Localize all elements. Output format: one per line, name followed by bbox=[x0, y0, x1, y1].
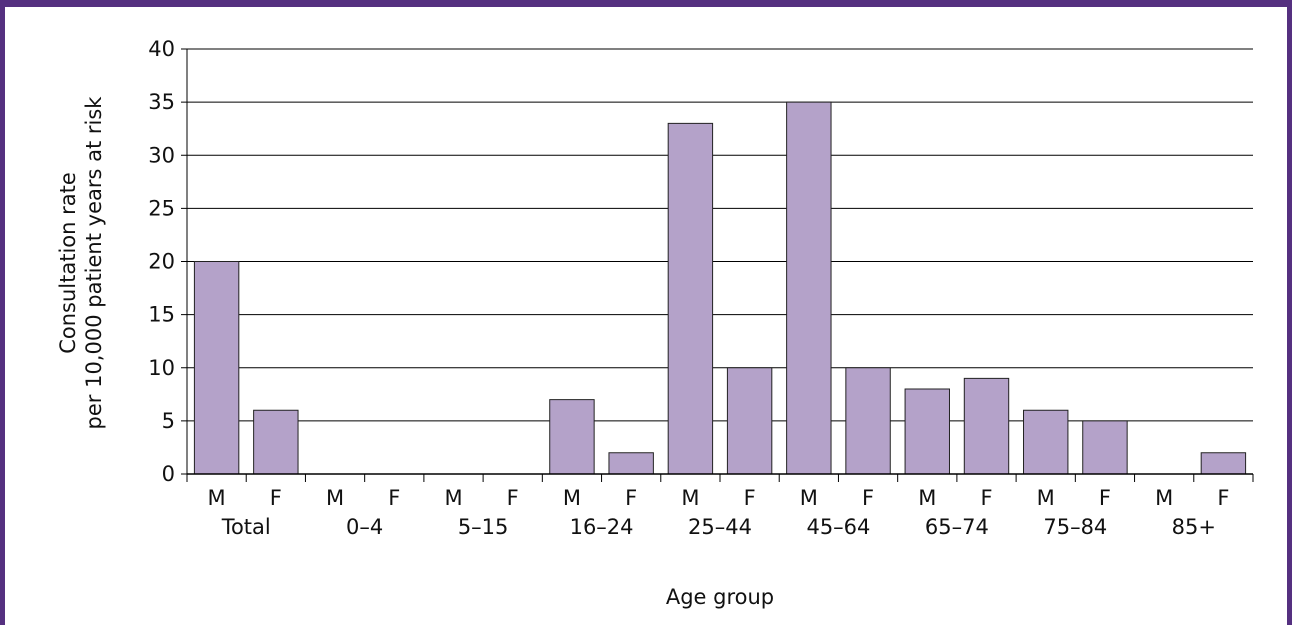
y-tick-label: 35 bbox=[148, 90, 175, 114]
bar bbox=[845, 367, 891, 475]
sex-label: M bbox=[326, 486, 344, 510]
sex-label: M bbox=[1155, 486, 1173, 510]
axes bbox=[181, 48, 1254, 482]
sex-label: F bbox=[980, 486, 992, 510]
sex-label: F bbox=[388, 486, 400, 510]
sex-label: F bbox=[862, 486, 874, 510]
sex-label: M bbox=[444, 486, 462, 510]
sex-label: M bbox=[1037, 486, 1055, 510]
age-group-label: 85+ bbox=[1172, 515, 1216, 539]
age-group-label: 45–64 bbox=[806, 515, 870, 539]
bar bbox=[608, 452, 654, 475]
y-axis-title-line-1: Consultation rate bbox=[56, 172, 80, 354]
sex-label: M bbox=[681, 486, 699, 510]
sex-label: F bbox=[744, 486, 756, 510]
bar bbox=[253, 409, 299, 475]
sex-label: M bbox=[208, 486, 226, 510]
sex-label: F bbox=[507, 486, 519, 510]
sex-label: F bbox=[625, 486, 637, 510]
age-group-label: 65–74 bbox=[925, 515, 989, 539]
bar bbox=[1023, 409, 1069, 475]
y-tick-label: 10 bbox=[148, 356, 175, 380]
bar bbox=[1200, 452, 1247, 475]
y-axis-title-line-2: per 10,000 patient years at risk bbox=[82, 96, 106, 430]
age-group-label: 16–24 bbox=[570, 515, 634, 539]
bar bbox=[726, 367, 773, 475]
gridlines bbox=[187, 48, 1253, 422]
y-tick-label: 5 bbox=[162, 409, 175, 433]
y-tick-label: 40 bbox=[148, 37, 175, 61]
age-group-label: 0–4 bbox=[346, 515, 383, 539]
sex-label: F bbox=[1099, 486, 1111, 510]
y-tick-label: 30 bbox=[148, 143, 175, 167]
tick-labels: 0 5 10 15 20 25 30 35 40 M F M F M F M F M F M F M F M F M F Total 0… bbox=[148, 37, 1229, 539]
sex-label: M bbox=[563, 486, 581, 510]
bar bbox=[549, 399, 595, 475]
bar bbox=[1082, 420, 1128, 475]
sex-label: F bbox=[270, 486, 282, 510]
bar bbox=[904, 388, 950, 475]
age-group-label: 25–44 bbox=[688, 515, 752, 539]
y-tick-label: 20 bbox=[148, 250, 175, 274]
bar bbox=[963, 377, 1010, 475]
age-group-label: 75–84 bbox=[1043, 515, 1107, 539]
bar bbox=[667, 122, 714, 475]
sex-label: M bbox=[918, 486, 936, 510]
bar bbox=[786, 101, 832, 475]
sex-label: M bbox=[800, 486, 818, 510]
age-group-label: 5–15 bbox=[458, 515, 509, 539]
y-tick-label: 25 bbox=[148, 196, 175, 220]
x-axis-title: Age group bbox=[666, 585, 774, 609]
age-group-label: Total bbox=[221, 515, 271, 539]
y-tick-label: 15 bbox=[148, 303, 175, 327]
y-tick-label: 0 bbox=[162, 462, 175, 486]
sex-label: F bbox=[1217, 486, 1229, 510]
bar bbox=[193, 261, 240, 475]
bars bbox=[193, 101, 1247, 475]
